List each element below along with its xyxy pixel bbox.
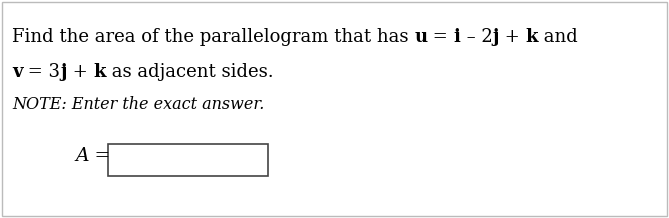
Text: u: u	[414, 28, 427, 46]
Text: = 3: = 3	[23, 63, 60, 81]
Text: +: +	[499, 28, 526, 46]
Bar	[108, 144, 268, 176]
Text: Find the area of the parallelogram that has: Find the area of the parallelogram that …	[12, 28, 414, 46]
Text: =: =	[427, 28, 454, 46]
Text: and: and	[538, 28, 578, 46]
Text: NOTE: Enter the exact answer.: NOTE: Enter the exact answer.	[12, 96, 264, 113]
Text: – 2: – 2	[461, 28, 492, 46]
Text: k: k	[526, 28, 538, 46]
Text: j: j	[60, 63, 67, 81]
Text: +: +	[67, 63, 94, 81]
Text: as adjacent sides.: as adjacent sides.	[106, 63, 274, 81]
Text: A =: A =	[75, 147, 110, 165]
Text: i: i	[454, 28, 461, 46]
Text: k: k	[94, 63, 106, 81]
Text: v: v	[12, 63, 23, 81]
Text: j: j	[492, 28, 499, 46]
